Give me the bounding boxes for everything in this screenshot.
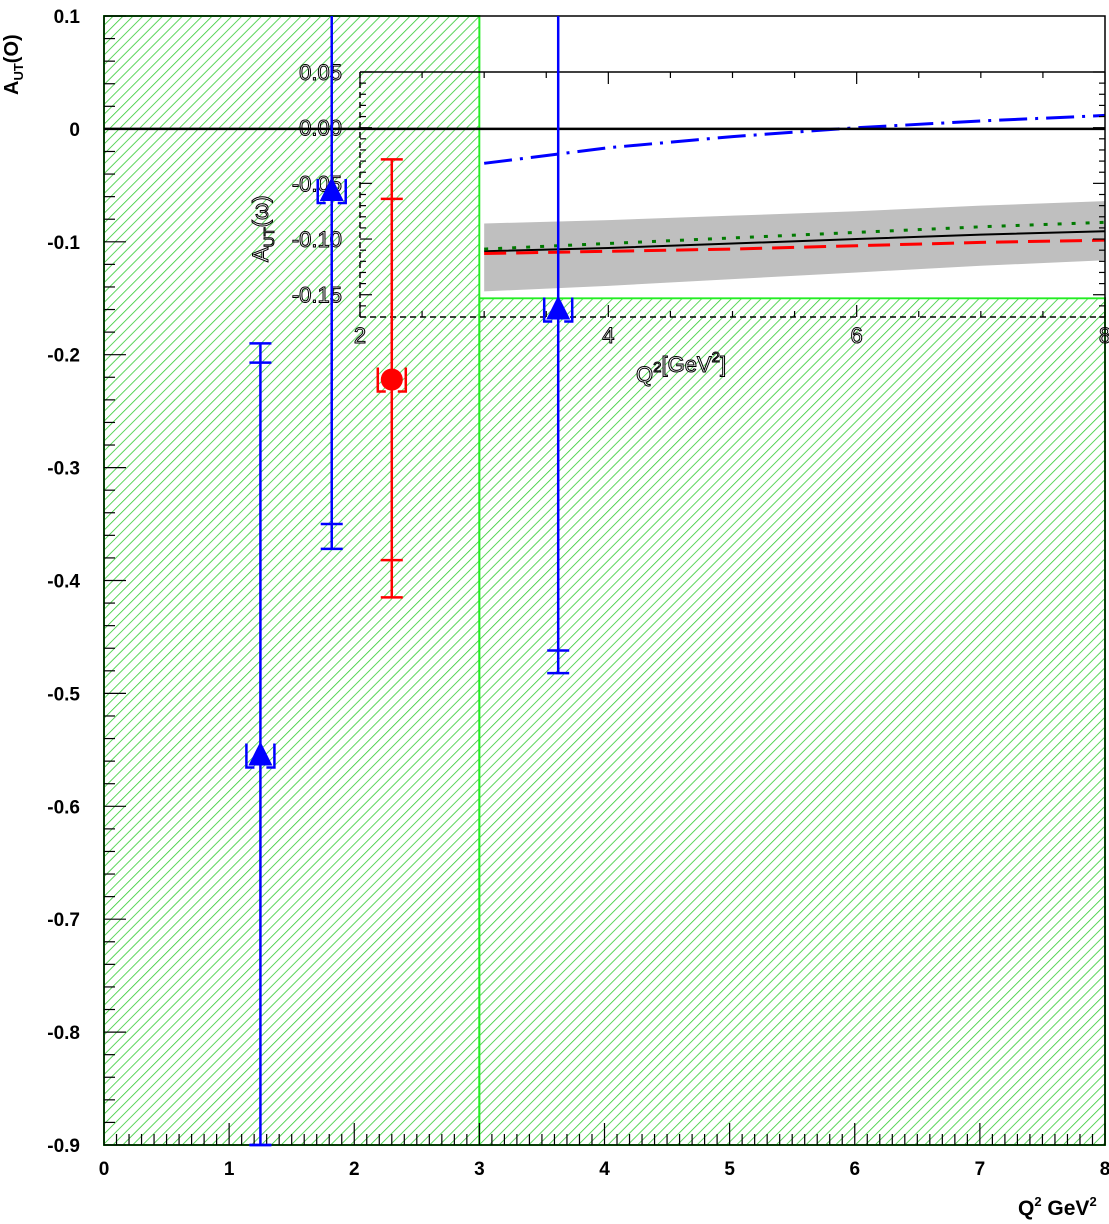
inset-y-tick-label: 0.05	[299, 60, 342, 85]
data-point-circle-0	[376, 158, 408, 599]
y-tick-label: -0.3	[47, 459, 80, 480]
inset-x-axis-title-close: ]	[720, 352, 726, 377]
inset-x-axis-title-unit-sup: 2	[712, 349, 720, 366]
y-tick-label: -0.5	[47, 684, 80, 705]
shaded-region-1	[478, 297, 1106, 1146]
x-tick-label: 6	[849, 1159, 860, 1180]
y-axis-title-main: A	[1, 81, 23, 95]
data-points	[245, 16, 574, 1147]
bracket-mark	[245, 743, 276, 769]
y-tick-label: -0.8	[47, 1023, 80, 1044]
x-tick-label: 2	[349, 1159, 360, 1180]
x-tick-label: 8	[1100, 1159, 1109, 1180]
bracket-mark	[542, 297, 574, 323]
x-axis-title-unit: GeV	[1047, 1197, 1089, 1220]
x-tick-label: 0	[99, 1159, 110, 1180]
x-tick-label: 3	[474, 1159, 485, 1180]
y-tick-label: -0.7	[47, 910, 80, 931]
x-axis-title: Q2 GeV2	[1018, 1194, 1097, 1220]
y-axis-title-paren: (O)	[1, 34, 23, 63]
inset-x-tick-label: 8	[1099, 323, 1109, 348]
x-axis-title-unit-sup: 2	[1089, 1194, 1096, 1209]
x-axis-title-sup: 2	[1034, 1194, 1041, 1209]
triangle-marker	[546, 295, 571, 320]
bracket-mark	[376, 367, 408, 393]
inset-x-axis-title: Q2[GeV2]	[636, 349, 726, 387]
triangle-marker	[319, 176, 344, 201]
y-axis-title: AUT(O)	[1, 34, 26, 95]
y-tick-label: 0.1	[54, 7, 81, 28]
data-point-triangle-0	[245, 342, 276, 1147]
inset-curve-dashed	[484, 238, 1105, 256]
inset-x-tick-label: 4	[602, 323, 614, 348]
shaded-region-0	[103, 15, 481, 1146]
inset-x-tick-label: 6	[851, 323, 863, 348]
x-tick-label: 7	[975, 1159, 986, 1180]
inset-y-axis-title: AUT(ω)	[248, 195, 278, 262]
inset-chart: 0.050.00-0.05-0.10-0.152 4 6 8	[291, 60, 1109, 349]
axis-ticks	[103, 15, 1106, 1146]
y-tick-label: -0.2	[47, 346, 80, 367]
inset-uncertainty-band	[484, 201, 1105, 292]
inset-y-axis-title-sub: UT	[261, 227, 278, 247]
inset-curve-dotted	[484, 220, 1105, 251]
inset-x-axis-title-unit: [GeV	[661, 352, 711, 377]
bracket-mark	[316, 178, 347, 205]
data-point-triangle-2	[542, 16, 574, 675]
y-tick-label: -0.1	[47, 233, 80, 254]
x-axis-title-main: Q	[1018, 1197, 1034, 1220]
y-tick-label: -0.4	[47, 572, 80, 593]
inset-y-tick-label: -0.10	[292, 227, 342, 252]
inset-x-axis-title-sup: 2	[653, 359, 661, 376]
inset-curve-dashdot	[483, 113, 1105, 165]
inset-y-axis-title-main: A	[248, 247, 273, 262]
inset-x-axis-title-main: Q	[636, 362, 653, 387]
x-tick-label: 1	[224, 1159, 235, 1180]
x-tick-label: 5	[724, 1159, 735, 1180]
y-tick-label: 0	[69, 120, 80, 141]
data-point-triangle-1	[316, 16, 347, 551]
shaded-regions	[103, 15, 1106, 1146]
inset-x-tick-label: 2	[354, 323, 366, 348]
y-axis-title-sub: UT	[11, 63, 26, 80]
x-tick-label: 4	[599, 1159, 610, 1180]
inset-plot-area	[483, 113, 1105, 292]
tick-labels: 0 1 2 3 4 5 6 7 8 0.1 0 -0.1 -0.2 -0.3 -0.4 -0.5 -0.6 -0.…	[47, 7, 1109, 1180]
y-tick-label: -0.6	[47, 797, 80, 818]
inset-y-axis-title-paren: (ω)	[248, 195, 273, 227]
circle-marker	[380, 368, 403, 391]
triangle-marker	[248, 741, 273, 766]
y-tick-label: -0.9	[47, 1136, 80, 1157]
inset-curve-solid	[484, 230, 1105, 253]
inset-y-tick-label: -0.15	[292, 283, 342, 308]
